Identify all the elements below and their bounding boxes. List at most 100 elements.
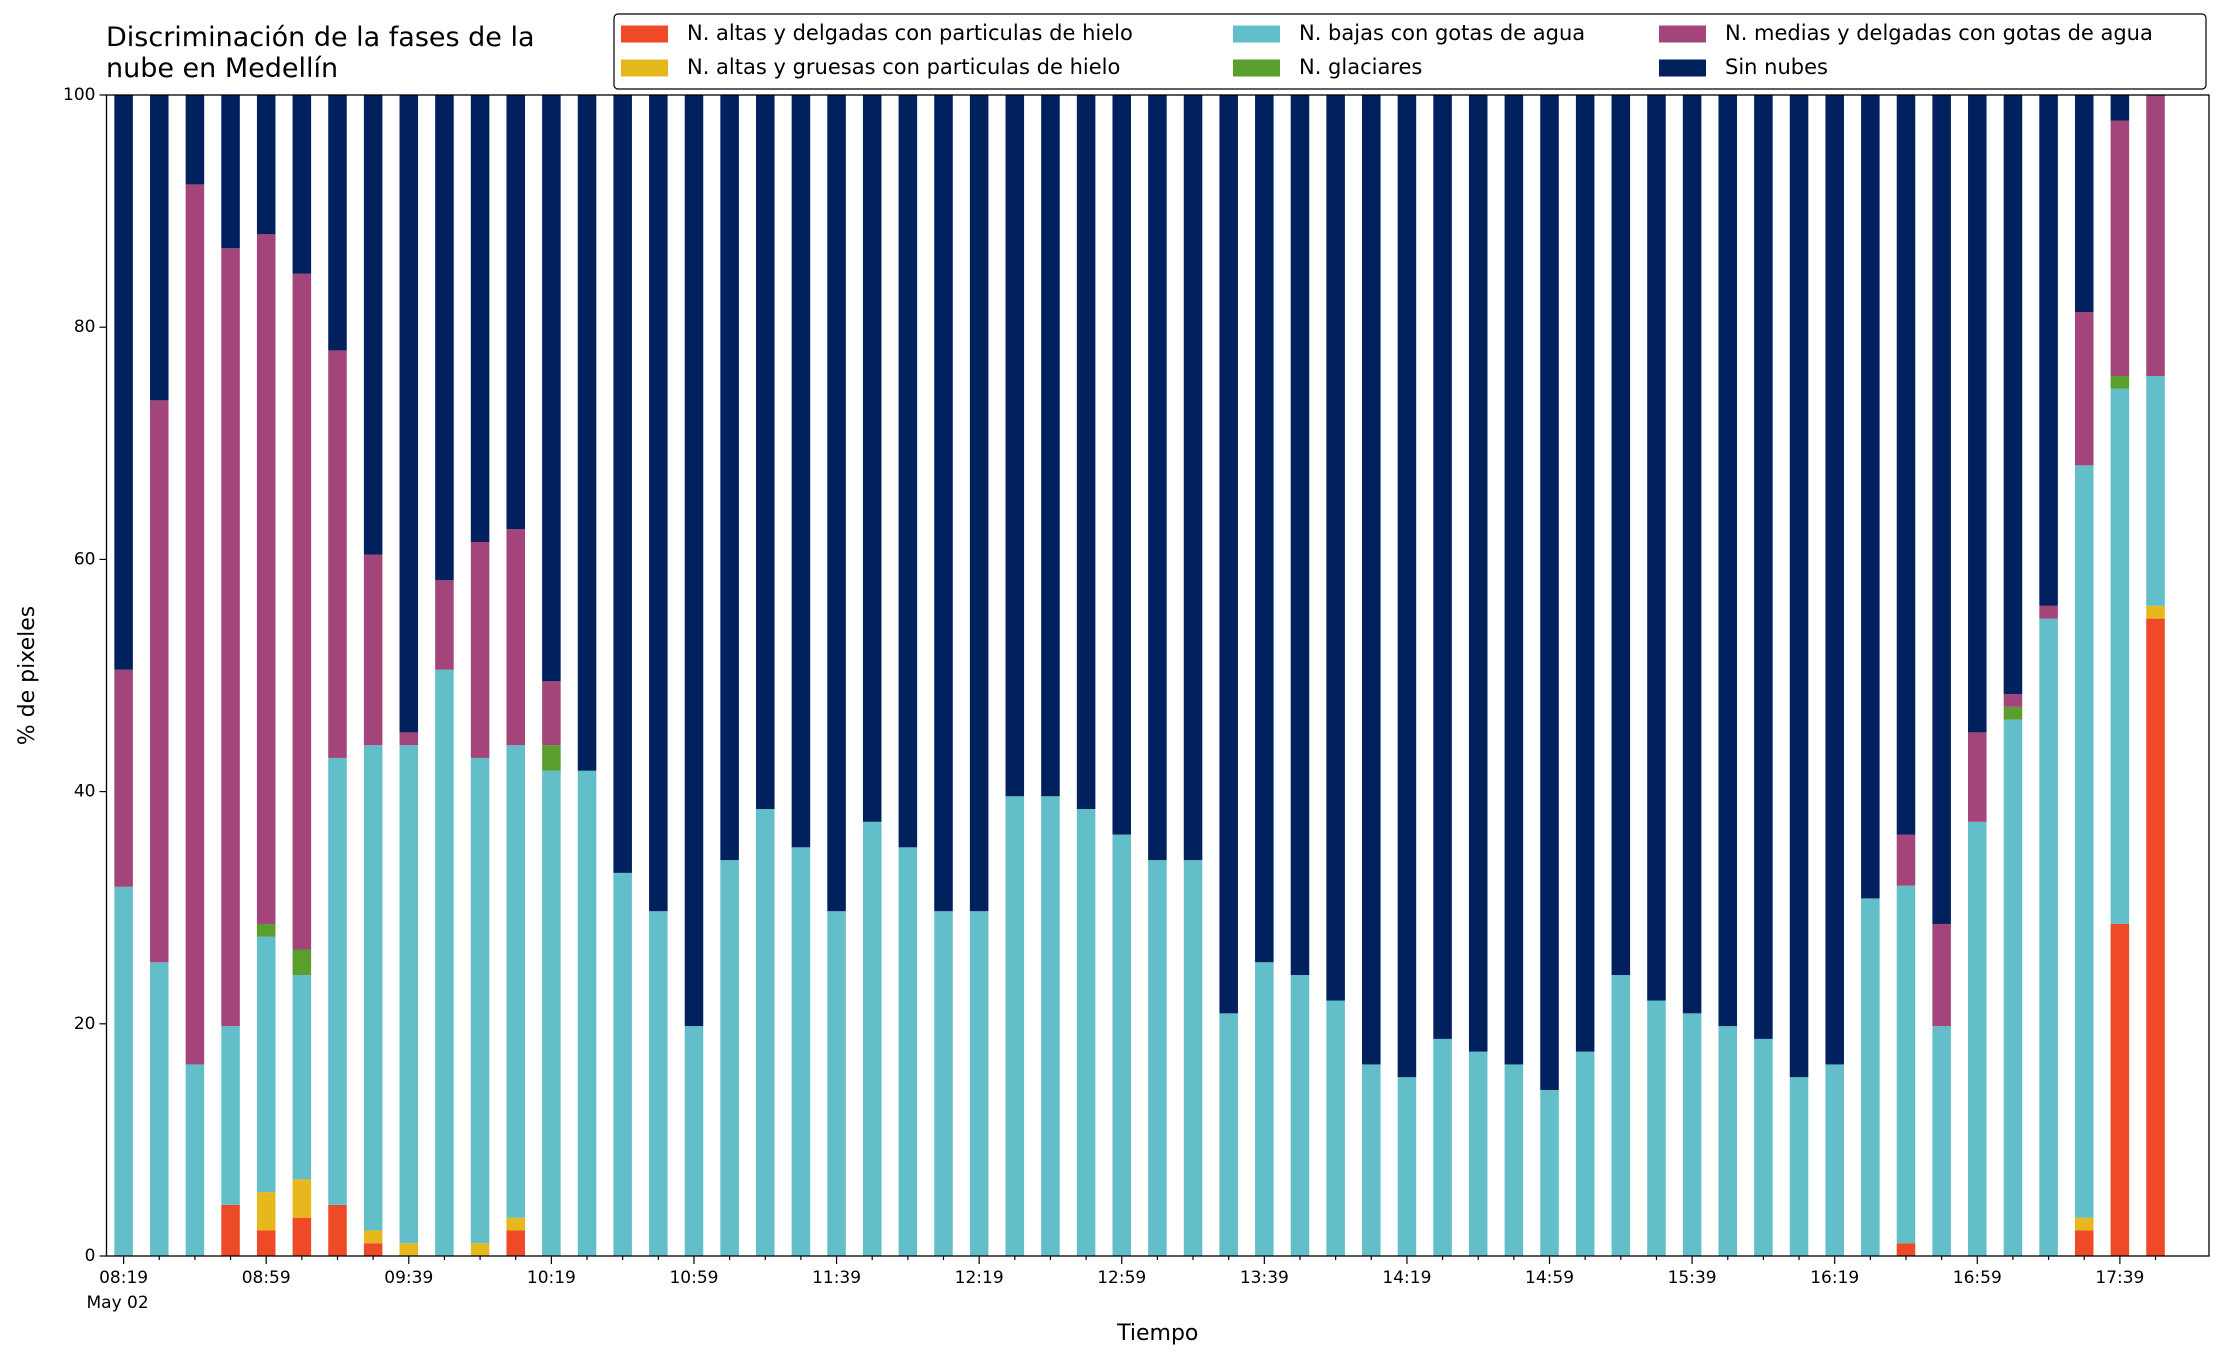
x-tick-label: 09:39 xyxy=(384,1268,433,1288)
bar-segment xyxy=(684,1026,704,1256)
x-tick-label: 11:39 xyxy=(812,1268,861,1288)
bar-segment xyxy=(435,95,454,581)
bar-segment xyxy=(862,95,882,822)
bar-segment xyxy=(470,1243,490,1256)
bar-segment xyxy=(542,770,561,1256)
bar-segment xyxy=(1468,95,1488,1052)
bar-segment xyxy=(506,529,526,746)
bar-segment xyxy=(1968,95,1987,733)
x-axis-label: Tiempo xyxy=(1116,1321,1198,1346)
x-tick-label: 16:59 xyxy=(1953,1268,2002,1288)
y-tick-label: 20 xyxy=(74,1014,96,1034)
bar-segment xyxy=(292,949,312,976)
bar-segment xyxy=(2074,1230,2094,1256)
bar-segment xyxy=(435,580,454,670)
x-tick-label: 10:59 xyxy=(669,1268,718,1288)
bar-segment xyxy=(256,1192,276,1231)
bar-segment xyxy=(1504,95,1524,1065)
bar-segment xyxy=(149,95,169,401)
bar-segment xyxy=(1611,95,1631,976)
bar-segment xyxy=(292,975,312,1180)
x-tick-label: 08:59 xyxy=(242,1268,291,1288)
bar-segment xyxy=(577,95,597,771)
bar-segment xyxy=(1219,1013,1238,1256)
bar-segment xyxy=(1647,1000,1666,1256)
bar-segment xyxy=(1148,95,1167,861)
bar-segment xyxy=(2074,465,2094,1218)
bar-segment xyxy=(684,95,704,1027)
bar-segment xyxy=(1504,1064,1524,1256)
bar-segment xyxy=(114,886,133,1256)
bar-segment xyxy=(542,95,561,682)
bar-segment xyxy=(292,1217,312,1256)
bar-segment xyxy=(1647,95,1666,1001)
bar-segment xyxy=(2146,95,2165,376)
bar-segment xyxy=(185,1064,205,1256)
x-tick-label: 12:59 xyxy=(1097,1268,1146,1288)
bar-segment xyxy=(292,95,312,274)
bar-segment xyxy=(114,669,133,887)
bar-segment xyxy=(328,757,347,1205)
bar-segment xyxy=(328,350,347,758)
legend-swatch xyxy=(1233,59,1280,77)
legend: N. altas y delgadas con particulas de hi… xyxy=(613,13,2207,90)
bar-segment xyxy=(1861,898,1880,1256)
legend-swatch xyxy=(621,59,668,77)
bar-segment xyxy=(2146,618,2165,1256)
bar-segment xyxy=(2110,120,2130,376)
bar-segment xyxy=(185,95,205,185)
x-tick-label: 15:39 xyxy=(1668,1268,1717,1288)
x-tick-label: 17:39 xyxy=(2095,1268,2144,1288)
bar-segment xyxy=(1789,1077,1809,1256)
legend-label: N. medias y delgadas con gotas de agua xyxy=(1725,21,2153,45)
bar-segment xyxy=(1433,1038,1452,1256)
bar-segment xyxy=(256,234,276,924)
bar-segment xyxy=(114,95,133,670)
bar-segment xyxy=(577,770,597,1256)
y-axis-label: % de pixeles xyxy=(15,606,40,745)
bar-segment xyxy=(1397,1077,1417,1256)
bar-segment xyxy=(1041,796,1060,1256)
legend-frame xyxy=(613,13,2207,90)
bar-segment xyxy=(1896,834,1916,886)
bar-segment xyxy=(1326,95,1345,1001)
bar-segment xyxy=(256,923,276,937)
bar-segment xyxy=(1968,732,1987,822)
bar-segment xyxy=(506,745,526,1218)
bar-segment xyxy=(934,95,953,912)
bar-segment xyxy=(1575,95,1595,1052)
y-tick-label: 40 xyxy=(74,782,96,802)
bar-segment xyxy=(1005,796,1025,1256)
bar-segment xyxy=(720,95,739,861)
bar-segment xyxy=(363,1230,383,1244)
bar-segment xyxy=(2003,95,2023,695)
bar-segment xyxy=(1896,885,1916,1244)
bar-segment xyxy=(649,911,668,1256)
legend-label: Sin nubes xyxy=(1725,55,1828,79)
bar-segment xyxy=(1112,834,1132,1256)
bar-segment xyxy=(256,936,276,1193)
bar-segment xyxy=(1005,95,1025,797)
bar-segment xyxy=(1718,1026,1738,1256)
bar-segment xyxy=(363,1243,383,1256)
bar-segment xyxy=(328,95,347,351)
bar-segment xyxy=(363,554,383,746)
bar-segment xyxy=(435,669,454,1256)
y-tick-label: 100 xyxy=(63,85,95,105)
bar-segment xyxy=(2110,95,2130,121)
bar-segment xyxy=(221,95,240,249)
bar-segment xyxy=(2110,923,2130,1256)
bar-segment xyxy=(328,1204,347,1256)
bar-segment xyxy=(1968,821,1987,1256)
bar-segment xyxy=(221,1026,240,1205)
bar-segment xyxy=(1468,1051,1488,1256)
y-tick-label: 80 xyxy=(74,317,96,337)
bar-segment xyxy=(2039,618,2058,1256)
bar-segment xyxy=(2003,706,2023,720)
bar-segment xyxy=(1861,95,1880,899)
legend-swatch xyxy=(1233,25,1280,43)
bar-segment xyxy=(1290,975,1310,1256)
bar-segment xyxy=(2003,694,2023,707)
bar-segment xyxy=(756,95,775,810)
